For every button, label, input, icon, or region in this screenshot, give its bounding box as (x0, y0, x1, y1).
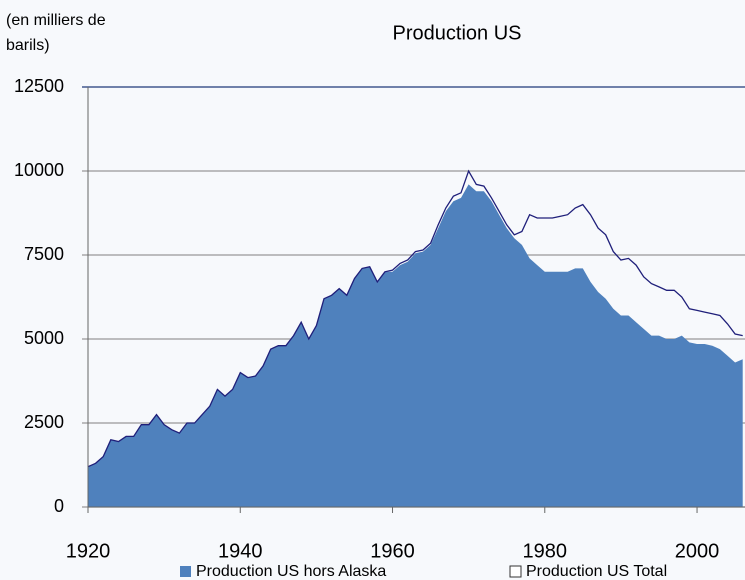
x-tick-label: 1960 (370, 540, 415, 562)
x-tick-label: 2000 (675, 540, 720, 562)
area (88, 184, 743, 507)
y-tick-label: 5000 (24, 328, 64, 348)
y-tick-label: 2500 (24, 412, 64, 432)
y-tick-label: 10000 (14, 160, 64, 180)
x-tick-label: 1920 (66, 540, 111, 562)
x-tick-label: 1980 (523, 540, 568, 562)
y-tick-label: 0 (54, 496, 64, 516)
legend-label: Production US hors Alaska (196, 563, 386, 580)
y-tick-label: 7500 (24, 244, 64, 264)
legend-swatch (509, 565, 522, 578)
y-axis-label: (en milliers de barils) (6, 12, 106, 54)
y-tick-label: 12500 (14, 76, 64, 96)
chart-title: Production US (393, 22, 522, 44)
x-tick-label: 1940 (218, 540, 263, 562)
legend-swatch (180, 566, 191, 577)
line (87, 169, 743, 468)
legend-label: Production US Total (526, 563, 667, 580)
